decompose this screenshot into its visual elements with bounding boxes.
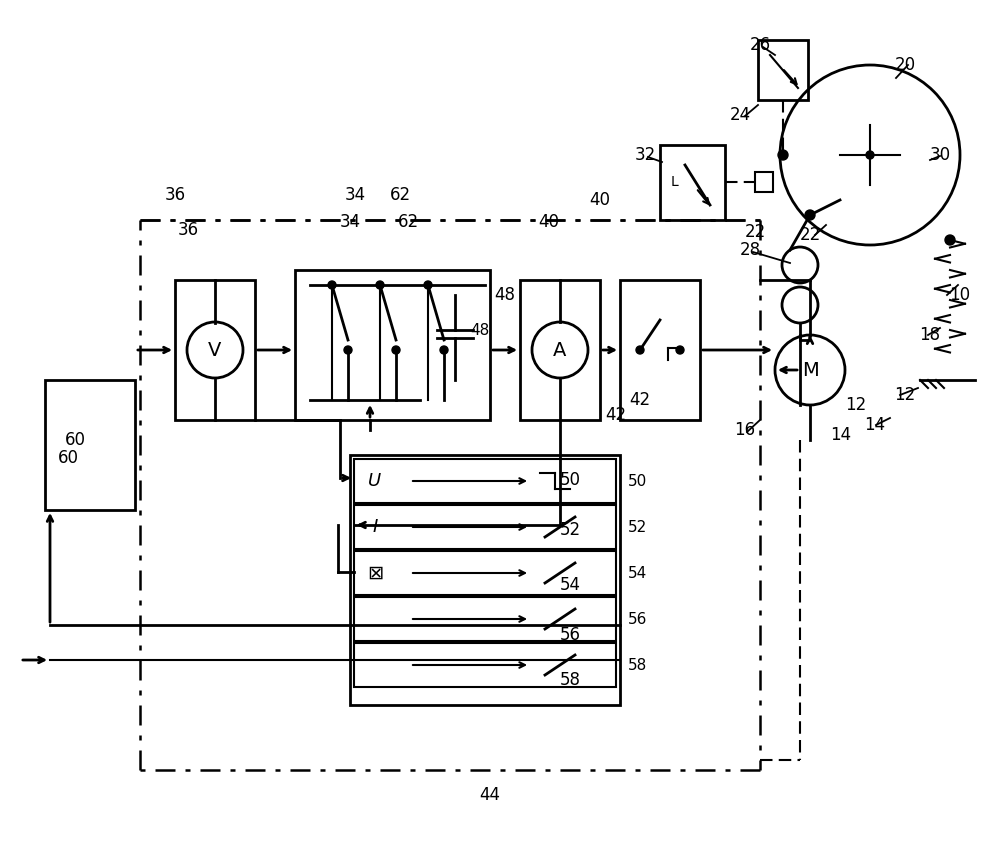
Text: M: M [802, 361, 818, 380]
Text: L: L [671, 175, 679, 189]
Circle shape [328, 281, 336, 289]
Bar [354, 551, 616, 595]
Text: 32: 32 [634, 146, 656, 164]
Circle shape [778, 150, 788, 160]
Circle shape [866, 151, 874, 159]
Text: 52: 52 [628, 520, 647, 535]
Text: 56: 56 [560, 626, 580, 644]
Text: 40: 40 [538, 213, 559, 231]
Text: 34: 34 [344, 186, 366, 204]
Text: 34: 34 [340, 213, 361, 231]
Bar [354, 505, 616, 549]
Bar [175, 280, 255, 420]
Text: 50: 50 [560, 471, 580, 489]
Text: 44: 44 [480, 786, 501, 804]
Bar [350, 455, 620, 705]
Text: 36: 36 [178, 221, 199, 239]
Bar [295, 270, 490, 420]
Text: 36: 36 [164, 186, 186, 204]
Text: 42: 42 [629, 391, 651, 409]
Bar [354, 643, 616, 687]
Bar [758, 40, 808, 100]
Bar [354, 459, 616, 503]
Text: 48: 48 [470, 323, 489, 337]
Text: 56: 56 [628, 612, 647, 626]
Circle shape [392, 346, 400, 354]
Circle shape [440, 346, 448, 354]
Text: U: U [368, 472, 382, 490]
Text: 62: 62 [389, 186, 411, 204]
Bar [354, 597, 616, 641]
Text: A: A [553, 341, 567, 360]
Text: 28: 28 [739, 241, 761, 259]
Text: 42: 42 [605, 406, 626, 424]
Text: 22: 22 [745, 223, 766, 241]
Text: 22: 22 [799, 226, 821, 244]
Text: 24: 24 [729, 106, 751, 124]
Text: 26: 26 [749, 36, 771, 54]
Text: 12: 12 [845, 396, 866, 414]
Circle shape [945, 235, 955, 245]
Text: 30: 30 [929, 146, 951, 164]
Bar [520, 280, 600, 420]
Text: 40: 40 [590, 191, 610, 209]
Text: 54: 54 [628, 566, 647, 580]
Text: 58: 58 [628, 657, 647, 672]
Circle shape [424, 281, 432, 289]
Text: 10: 10 [949, 286, 971, 304]
Circle shape [636, 346, 644, 354]
Text: 58: 58 [560, 671, 580, 689]
Circle shape [344, 346, 352, 354]
Bar [755, 172, 773, 192]
Text: I: I [372, 518, 378, 536]
Text: 12: 12 [894, 386, 916, 404]
Text: V: V [208, 341, 222, 360]
Text: 48: 48 [495, 286, 516, 304]
Text: 60: 60 [65, 431, 86, 449]
Text: 60: 60 [58, 449, 79, 467]
Text: 62: 62 [398, 213, 419, 231]
Text: 20: 20 [894, 56, 916, 74]
Bar [620, 280, 700, 420]
Text: 18: 18 [919, 326, 941, 344]
Bar [45, 380, 135, 510]
Text: 54: 54 [560, 576, 580, 594]
Circle shape [376, 281, 384, 289]
Text: 50: 50 [628, 473, 647, 489]
Bar [660, 145, 725, 220]
Circle shape [805, 210, 815, 220]
Text: 14: 14 [864, 416, 886, 434]
Text: 52: 52 [559, 521, 581, 539]
Text: 14: 14 [830, 426, 851, 444]
Text: ⊠: ⊠ [367, 563, 383, 582]
Circle shape [676, 346, 684, 354]
Text: 16: 16 [734, 421, 756, 439]
